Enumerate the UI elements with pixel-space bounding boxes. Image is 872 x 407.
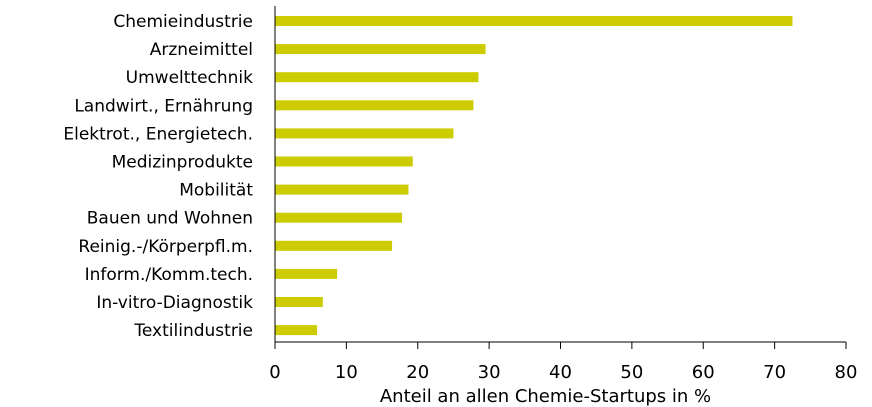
x-tick-label-6: 60	[692, 362, 715, 383]
x-axis-title: Anteil an allen Chemie-Startups in %	[380, 386, 711, 407]
bar-7	[275, 212, 403, 223]
x-tick-label-5: 50	[620, 362, 643, 383]
category-label-10: In-vitro-Diagnostik	[96, 293, 253, 313]
category-label-5: Medizinprodukte	[112, 153, 253, 173]
category-label-6: Mobilität	[179, 181, 253, 201]
x-axis-ticks: 0 10 20 30 40 50 60 70 80	[269, 342, 857, 383]
x-tick-label-4: 40	[549, 362, 572, 383]
category-label-3: Landwirt., Ernährung	[74, 96, 253, 116]
category-label-2: Umwelttechnik	[126, 68, 253, 88]
x-tick-label-7: 70	[763, 362, 786, 383]
category-label-11: Textilindustrie	[133, 321, 253, 341]
bar-5	[275, 156, 413, 167]
category-label-7: Bauen und Wohnen	[87, 209, 253, 229]
bar-6	[275, 184, 409, 195]
bar-0	[275, 16, 793, 26]
category-label-8: Reinig.-/Körperpfl.m.	[78, 237, 253, 257]
category-labels: Chemieindustrie Arzneimittel Umwelttechnik…	[63, 12, 253, 341]
x-tick-label-1: 10	[335, 362, 358, 383]
x-tick-label-8: 80	[835, 362, 858, 383]
bar-11	[275, 325, 318, 336]
category-label-4: Elektrot., Energietech.	[63, 124, 253, 144]
x-tick-label-0: 0	[269, 362, 280, 383]
category-label-0: Chemieindustrie	[113, 12, 253, 32]
bar-8	[275, 240, 393, 251]
bar-3	[275, 100, 474, 111]
bar-1	[275, 44, 486, 55]
x-tick-label-3: 30	[478, 362, 501, 383]
category-label-9: Inform./Komm.tech.	[85, 265, 253, 285]
x-tick-label-2: 20	[406, 362, 429, 383]
bar-9	[275, 268, 338, 279]
bars-group	[275, 16, 793, 336]
category-label-1: Arzneimittel	[150, 40, 253, 60]
bar-2	[275, 72, 479, 83]
bar-10	[275, 297, 323, 307]
bar-4	[275, 128, 454, 139]
